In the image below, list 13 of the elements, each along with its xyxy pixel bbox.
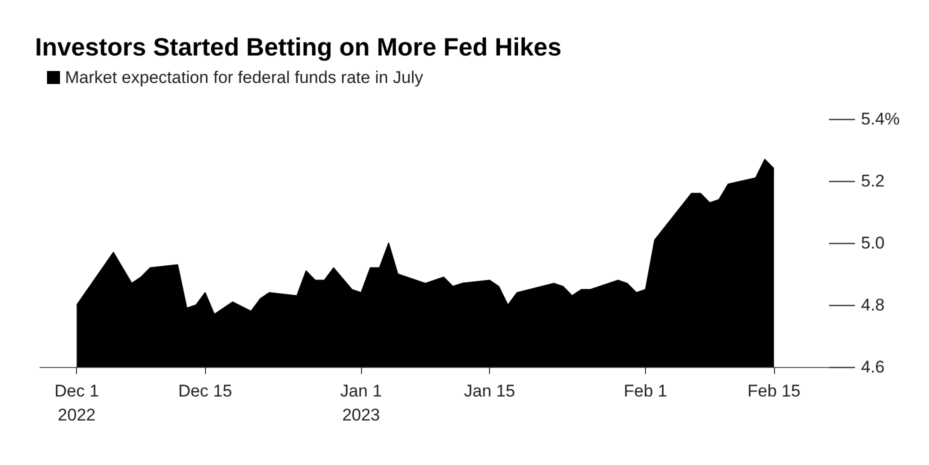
y-tick-label: 5.0 (861, 234, 885, 252)
y-tick-label: 4.6 (861, 358, 885, 376)
x-tick-label: Jan 1 2023 (340, 382, 382, 424)
x-tick-label: Feb 15 (747, 382, 800, 400)
chart-title: Investors Started Betting on More Fed Hikes (35, 34, 562, 62)
x-tick-label: Feb 1 (624, 382, 668, 400)
y-tick-label: 4.8 (861, 296, 885, 314)
x-tick-label: Dec 1 2022 (54, 382, 99, 424)
legend-label: Market expectation for federal funds rate in July (65, 68, 424, 87)
y-tick-label: 5.4% (861, 110, 900, 128)
y-tick-label: 5.2 (861, 172, 885, 190)
x-tick-label: Dec 15 (178, 382, 232, 400)
x-tick-label: Jan 15 (464, 382, 516, 400)
